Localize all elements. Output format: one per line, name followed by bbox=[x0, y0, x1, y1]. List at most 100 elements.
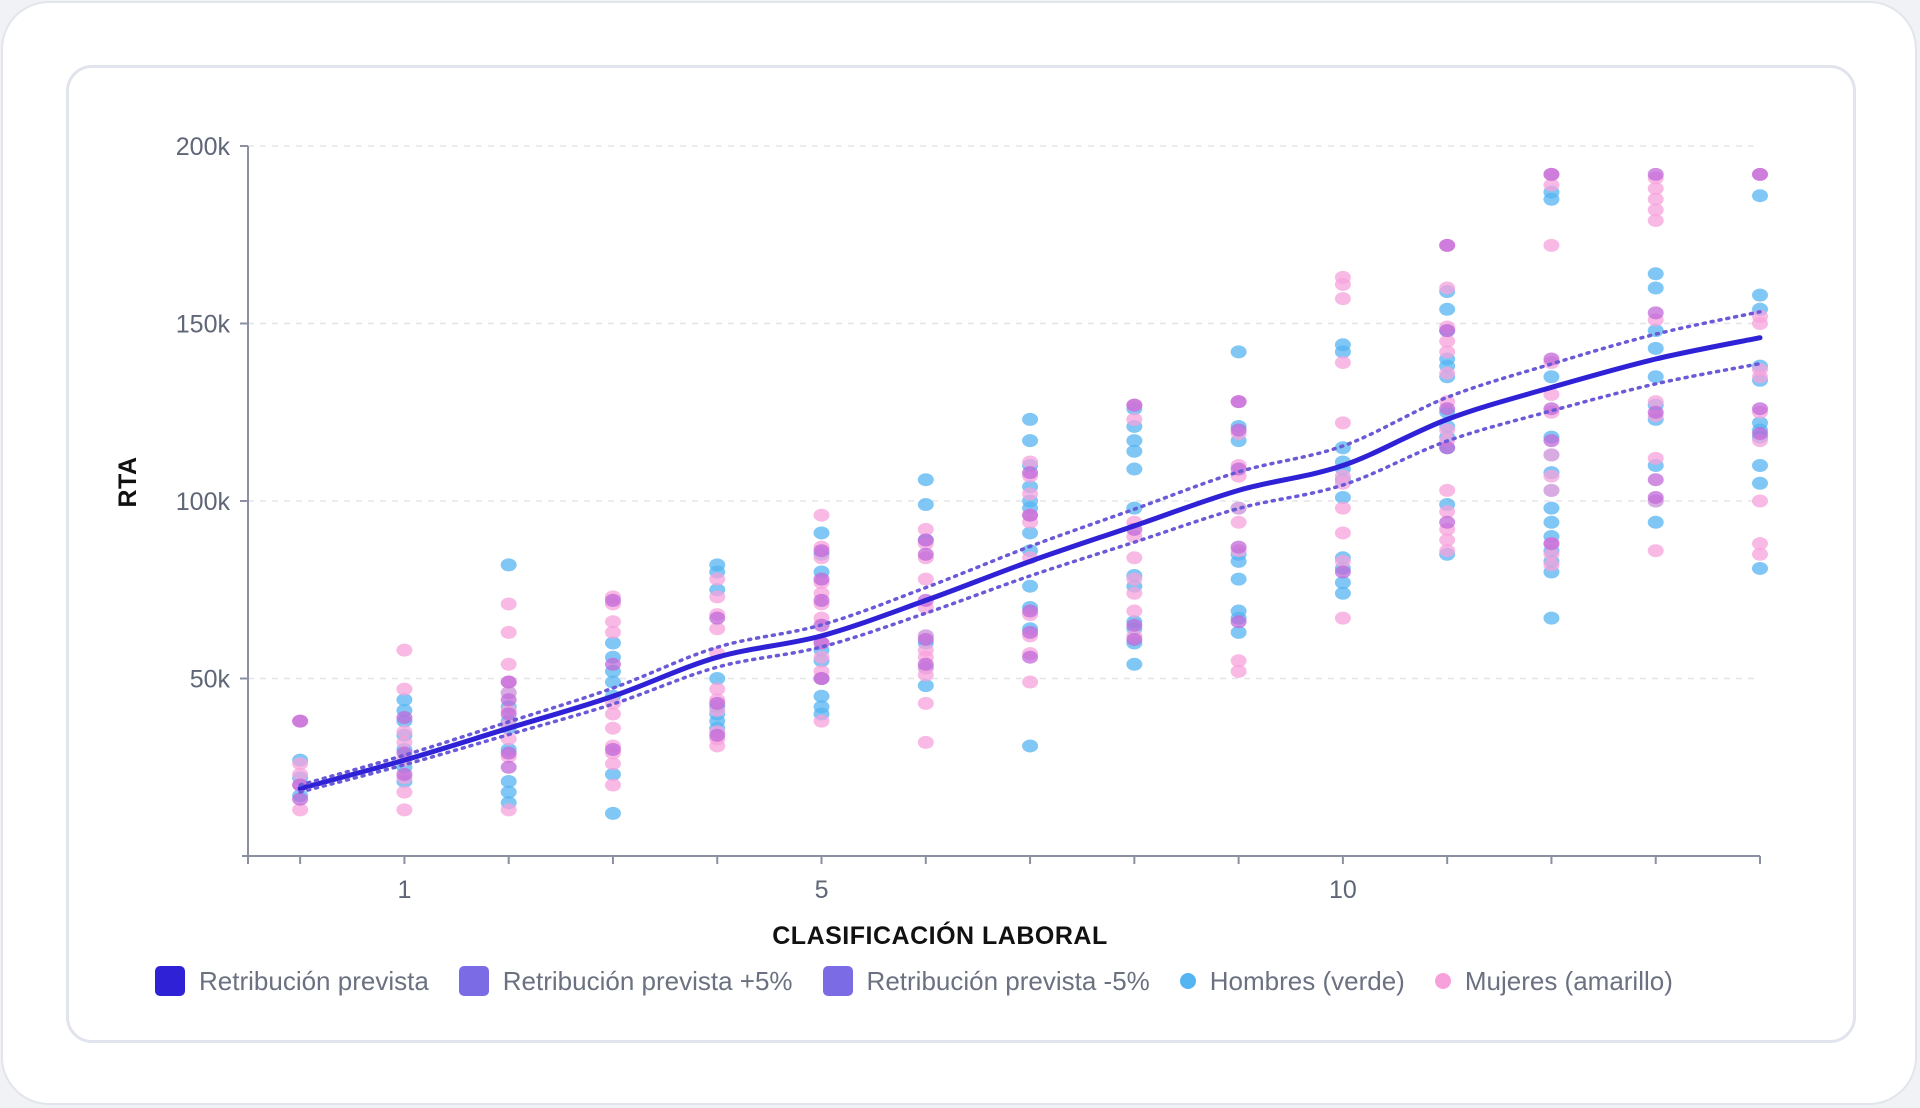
axes bbox=[240, 145, 1761, 864]
scatter-point bbox=[1543, 483, 1560, 497]
scatter-point bbox=[604, 757, 621, 771]
scatter-point bbox=[1126, 551, 1143, 565]
scatter-point bbox=[1647, 451, 1664, 465]
scatter-point bbox=[1439, 281, 1456, 295]
legend-swatch bbox=[155, 966, 185, 996]
scatter-point bbox=[813, 689, 830, 703]
scatter-point bbox=[292, 714, 309, 728]
scatter-point bbox=[1543, 448, 1560, 462]
legend-label: Retribución prevista bbox=[199, 965, 429, 996]
y-tick-label: 100k bbox=[176, 488, 231, 516]
scatter-point bbox=[396, 682, 413, 696]
scatter-point bbox=[1647, 306, 1664, 320]
scatter-point bbox=[917, 696, 934, 710]
scatter-point bbox=[1543, 370, 1560, 384]
scatter-point bbox=[1334, 416, 1351, 430]
scatter-point bbox=[292, 792, 309, 806]
scatter-point bbox=[1543, 501, 1560, 515]
scatter-point bbox=[917, 522, 934, 536]
scatter-point bbox=[1439, 402, 1456, 416]
scatter-point bbox=[1752, 561, 1768, 575]
series-lines bbox=[297, 310, 1763, 794]
scatter-point bbox=[1334, 586, 1351, 600]
scatter-point bbox=[709, 696, 726, 710]
scatter-point bbox=[1126, 412, 1143, 426]
scatter-point bbox=[1647, 515, 1664, 529]
scatter-point bbox=[1022, 604, 1039, 618]
scatter-point bbox=[1022, 526, 1039, 540]
legend-item[interactable]: Retribución prevista +5% bbox=[458, 966, 793, 997]
main-line bbox=[297, 335, 1763, 792]
scatter-point bbox=[1439, 533, 1456, 547]
y-tick-label: 50k bbox=[190, 666, 231, 694]
scatter-point bbox=[709, 611, 726, 625]
legend-swatch bbox=[458, 966, 489, 996]
scatter-point bbox=[604, 743, 621, 756]
scatter-point bbox=[1230, 604, 1247, 618]
scatter-point bbox=[1752, 309, 1768, 323]
scatter-point bbox=[709, 728, 726, 742]
scatter-point bbox=[1230, 423, 1247, 437]
scatter-point bbox=[396, 693, 413, 707]
legend-swatch bbox=[822, 966, 853, 996]
scatter-point bbox=[1126, 586, 1143, 600]
scatter-point bbox=[1126, 398, 1143, 412]
scatter-point bbox=[813, 650, 830, 664]
scatter-point bbox=[1439, 334, 1456, 348]
scatter-point bbox=[1022, 455, 1039, 469]
band-line bbox=[298, 361, 1762, 794]
scatter-point bbox=[500, 760, 517, 774]
scatter-point bbox=[604, 636, 621, 650]
scatter-point bbox=[1752, 167, 1768, 181]
scatter-point bbox=[1126, 434, 1143, 448]
legend-item[interactable]: Mujeres (amarillo) bbox=[1434, 965, 1673, 997]
scatter-point bbox=[1334, 270, 1351, 284]
legend-item[interactable]: Hombres (verde) bbox=[1179, 966, 1405, 997]
scatter-point bbox=[1439, 324, 1456, 338]
scatter-point bbox=[1752, 189, 1768, 203]
legend-item[interactable]: Retribución prevista -5% bbox=[822, 966, 1150, 997]
scatter-point bbox=[1752, 363, 1768, 377]
scatter-point bbox=[1334, 611, 1351, 625]
scatter-point bbox=[1543, 178, 1560, 192]
y-tick-label: 200k bbox=[176, 133, 231, 161]
scatter-point bbox=[1230, 664, 1247, 678]
scatter-point bbox=[1543, 558, 1560, 572]
legend-label: Mujeres (amarillo) bbox=[1464, 965, 1673, 996]
scatter-point bbox=[1126, 604, 1143, 618]
scatter-point bbox=[1230, 395, 1247, 409]
scatter-point bbox=[1543, 388, 1560, 401]
scatter-point bbox=[917, 533, 934, 547]
scatter-point bbox=[1647, 214, 1664, 228]
legend-item[interactable]: Retribución prevista bbox=[155, 966, 429, 997]
scatter-point bbox=[604, 625, 621, 639]
scatter-point bbox=[1647, 203, 1664, 217]
scatter-point bbox=[1439, 366, 1456, 380]
legend: Retribución prevista Retribución prevista… bbox=[155, 963, 1703, 999]
scatter-point bbox=[604, 778, 621, 792]
scatter-point bbox=[1647, 182, 1664, 196]
scatter-point bbox=[1752, 402, 1768, 416]
scatter-point bbox=[1752, 427, 1768, 441]
scatter-point bbox=[1126, 618, 1143, 632]
scatter-point bbox=[604, 707, 621, 721]
scatter-point bbox=[1543, 515, 1560, 529]
scatter-points bbox=[292, 167, 1768, 820]
scatter-point bbox=[917, 735, 934, 749]
scatter-point bbox=[396, 725, 413, 739]
scatter-point bbox=[1022, 675, 1039, 689]
scatter-point bbox=[1752, 459, 1768, 472]
scatter-point bbox=[500, 746, 517, 760]
scatter-point bbox=[1126, 462, 1143, 476]
scatter-point bbox=[1543, 611, 1560, 625]
scatter-point bbox=[1752, 476, 1768, 490]
scatter-point bbox=[500, 774, 517, 788]
scatter-point bbox=[1439, 423, 1456, 437]
scatter-point bbox=[1752, 494, 1768, 508]
scatter-point bbox=[1543, 547, 1560, 561]
scatter-point bbox=[1543, 434, 1560, 448]
scatter-point bbox=[1647, 341, 1664, 355]
scatter-point bbox=[1439, 544, 1456, 558]
scatter-point bbox=[813, 672, 830, 685]
scatter-point bbox=[1647, 473, 1664, 487]
